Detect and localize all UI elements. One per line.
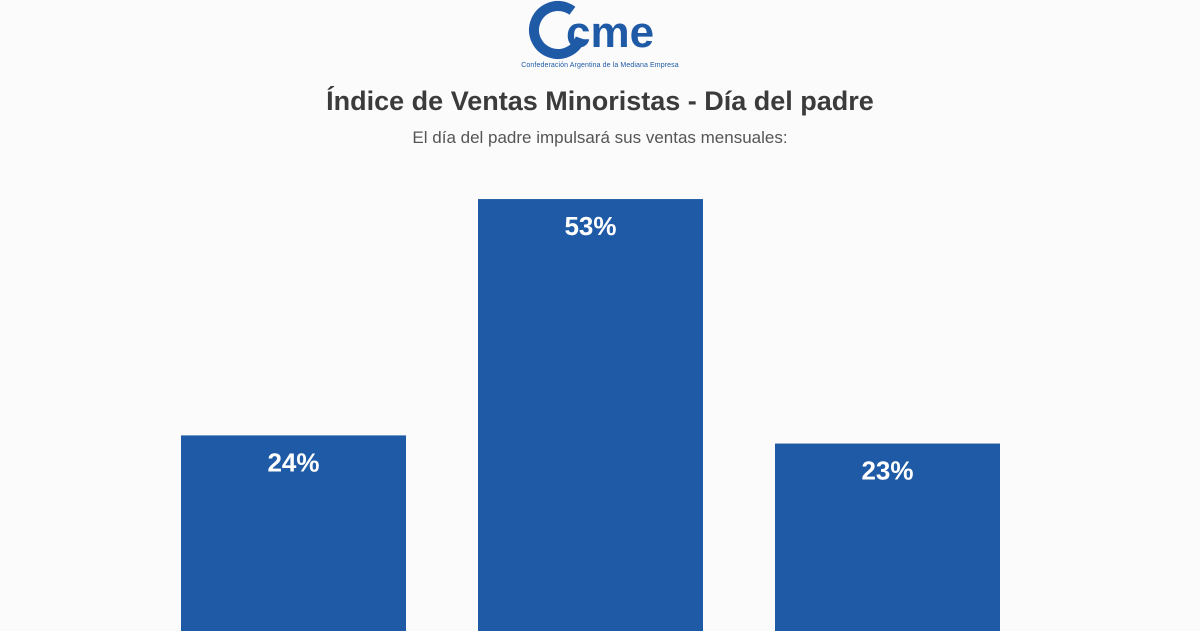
bar-value-label-1: 24%: [267, 447, 319, 477]
cme-logo: cme: [529, 1, 654, 59]
bar-2: [478, 199, 703, 631]
chart-title: Índice de Ventas Minoristas - Día del pa…: [326, 86, 874, 116]
bar-3: [775, 443, 1000, 631]
logo-wordmark: cme: [566, 8, 654, 57]
bar-1: [181, 435, 406, 631]
bar-value-label-2: 53%: [564, 211, 616, 241]
chart-subtitle: El día del padre impulsará sus ventas me…: [412, 128, 788, 147]
bar-value-label-3: 23%: [861, 456, 913, 486]
logo-tagline: Confederación Argentina de la Mediana Em…: [521, 62, 679, 69]
